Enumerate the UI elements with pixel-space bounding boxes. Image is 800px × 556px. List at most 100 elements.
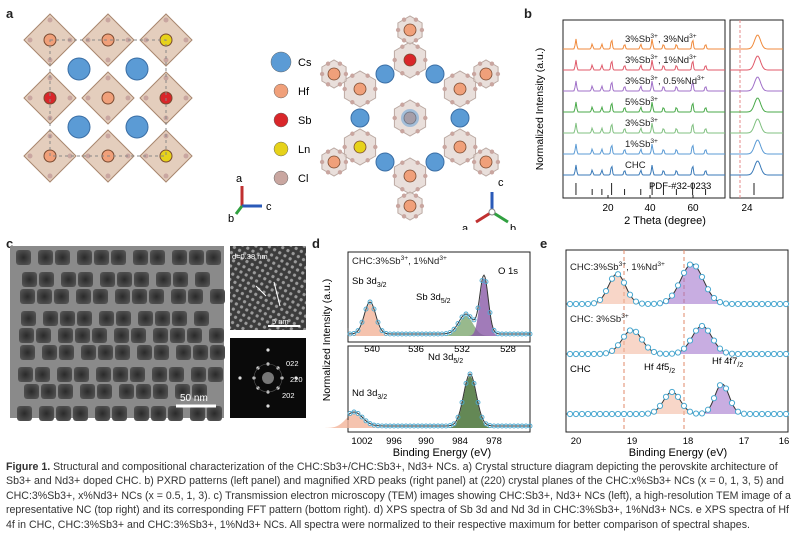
center-atom bbox=[453, 82, 467, 96]
nanocrystal bbox=[192, 384, 207, 399]
nanocrystal bbox=[59, 345, 74, 360]
lattice-spacing-label: d=0.38 nm bbox=[232, 252, 268, 261]
nanocrystal bbox=[39, 406, 54, 421]
cl-atom bbox=[401, 214, 407, 219]
cl-atom bbox=[105, 173, 111, 179]
d-top-point bbox=[491, 327, 497, 333]
nanocrystal bbox=[175, 384, 190, 399]
nanocrystal bbox=[115, 345, 130, 360]
e-point bbox=[668, 292, 676, 299]
axis-b-arrow bbox=[234, 205, 244, 215]
d-label-sb3d52: Sb 3d5/2 bbox=[416, 292, 451, 305]
e-point bbox=[704, 286, 712, 293]
e-point bbox=[716, 299, 724, 306]
e-point bbox=[662, 393, 670, 400]
cl-atom bbox=[325, 61, 331, 66]
b-zoom-trace bbox=[730, 76, 783, 92]
e-tick-label: 18 bbox=[683, 436, 694, 447]
cl-atom bbox=[473, 144, 478, 150]
cl-atom bbox=[350, 100, 355, 105]
nanocrystal bbox=[57, 367, 72, 382]
nanocrystal bbox=[116, 311, 131, 326]
d-top-point bbox=[363, 306, 369, 312]
nanocrystal bbox=[92, 328, 107, 343]
nanocrystal bbox=[43, 311, 58, 326]
cl-atom bbox=[183, 37, 189, 43]
cl-atom bbox=[350, 131, 355, 136]
cl-atom bbox=[163, 75, 169, 81]
nanocrystal bbox=[130, 367, 145, 382]
d-top-point bbox=[379, 328, 385, 334]
cl-atom bbox=[450, 131, 455, 136]
b-xlabel: 2 Theta (degree) bbox=[624, 215, 706, 227]
nanocrystal bbox=[168, 406, 183, 421]
cl-atom bbox=[143, 95, 149, 101]
nanocrystal bbox=[41, 384, 56, 399]
nanocrystal bbox=[169, 367, 184, 382]
cl-atom bbox=[395, 203, 401, 209]
e-point bbox=[614, 271, 622, 278]
cl-atom bbox=[392, 57, 397, 63]
legend-cs-label: Cs bbox=[298, 57, 312, 69]
cl-atom bbox=[365, 100, 370, 105]
cl-atom bbox=[450, 100, 455, 105]
d-top-point bbox=[447, 330, 453, 335]
cl-atom bbox=[342, 144, 347, 150]
e-point bbox=[782, 410, 790, 418]
hrtem-scale-label: 5 nm bbox=[272, 317, 289, 326]
cl-atom bbox=[413, 38, 419, 43]
cl-atom bbox=[105, 75, 111, 81]
cl-atom bbox=[395, 27, 401, 33]
cl-atom bbox=[495, 71, 501, 77]
panel-label-e: e bbox=[540, 236, 548, 251]
nanocrystal bbox=[134, 406, 149, 421]
cl-atom bbox=[365, 131, 370, 136]
cl-atom bbox=[337, 82, 343, 87]
hf-atom bbox=[101, 33, 115, 47]
e-point bbox=[578, 410, 586, 418]
cl-atom bbox=[465, 131, 470, 136]
b-zoom-tick-label: 24 bbox=[741, 203, 753, 214]
cl-atom bbox=[163, 173, 169, 179]
b-tick-label: 40 bbox=[644, 203, 656, 214]
e-point bbox=[626, 327, 634, 334]
b-trace-label: 3%Sb3+, 0.5%Nd3+ bbox=[625, 75, 705, 87]
nanocrystal bbox=[155, 311, 170, 326]
cs-atom bbox=[375, 152, 395, 172]
hf-atom bbox=[159, 149, 173, 163]
center-atom bbox=[479, 155, 493, 169]
d-bottom-point bbox=[367, 421, 373, 427]
d-label-o1s: O 1s bbox=[498, 266, 518, 277]
nanocrystal bbox=[117, 272, 132, 287]
nanocrystal bbox=[78, 272, 93, 287]
e-point bbox=[686, 337, 694, 344]
e-point bbox=[692, 263, 700, 270]
e-tick-label: 17 bbox=[739, 436, 750, 447]
cl-atom bbox=[183, 153, 189, 159]
b-trace-label: 3%Sb3+, 3%Nd3+ bbox=[625, 33, 697, 45]
nanocrystal bbox=[21, 311, 36, 326]
cs-atom bbox=[125, 57, 149, 81]
d-top-point bbox=[351, 330, 357, 336]
e-point bbox=[716, 345, 724, 352]
b-pdf-label: PDF-#32-0233 bbox=[649, 181, 711, 192]
cl-atom bbox=[85, 95, 91, 101]
cl-atom bbox=[400, 160, 405, 165]
d-bottom-point bbox=[351, 409, 357, 415]
cl-atom bbox=[415, 102, 420, 107]
e-point bbox=[770, 300, 778, 308]
nanocrystal bbox=[115, 289, 130, 304]
legend-cl-label: Cl bbox=[298, 173, 308, 185]
nanocrystal bbox=[171, 289, 186, 304]
e-point bbox=[644, 410, 652, 417]
e-tick-label: 16 bbox=[779, 436, 790, 447]
cl-atom bbox=[365, 73, 370, 78]
e-point bbox=[680, 402, 688, 410]
cl-atom bbox=[477, 61, 483, 66]
e-point bbox=[620, 410, 628, 418]
b-trace bbox=[563, 164, 725, 176]
e-point bbox=[734, 408, 742, 415]
nanocrystal bbox=[111, 250, 126, 265]
b-tick-label: 20 bbox=[602, 203, 614, 214]
e-point bbox=[620, 333, 628, 340]
